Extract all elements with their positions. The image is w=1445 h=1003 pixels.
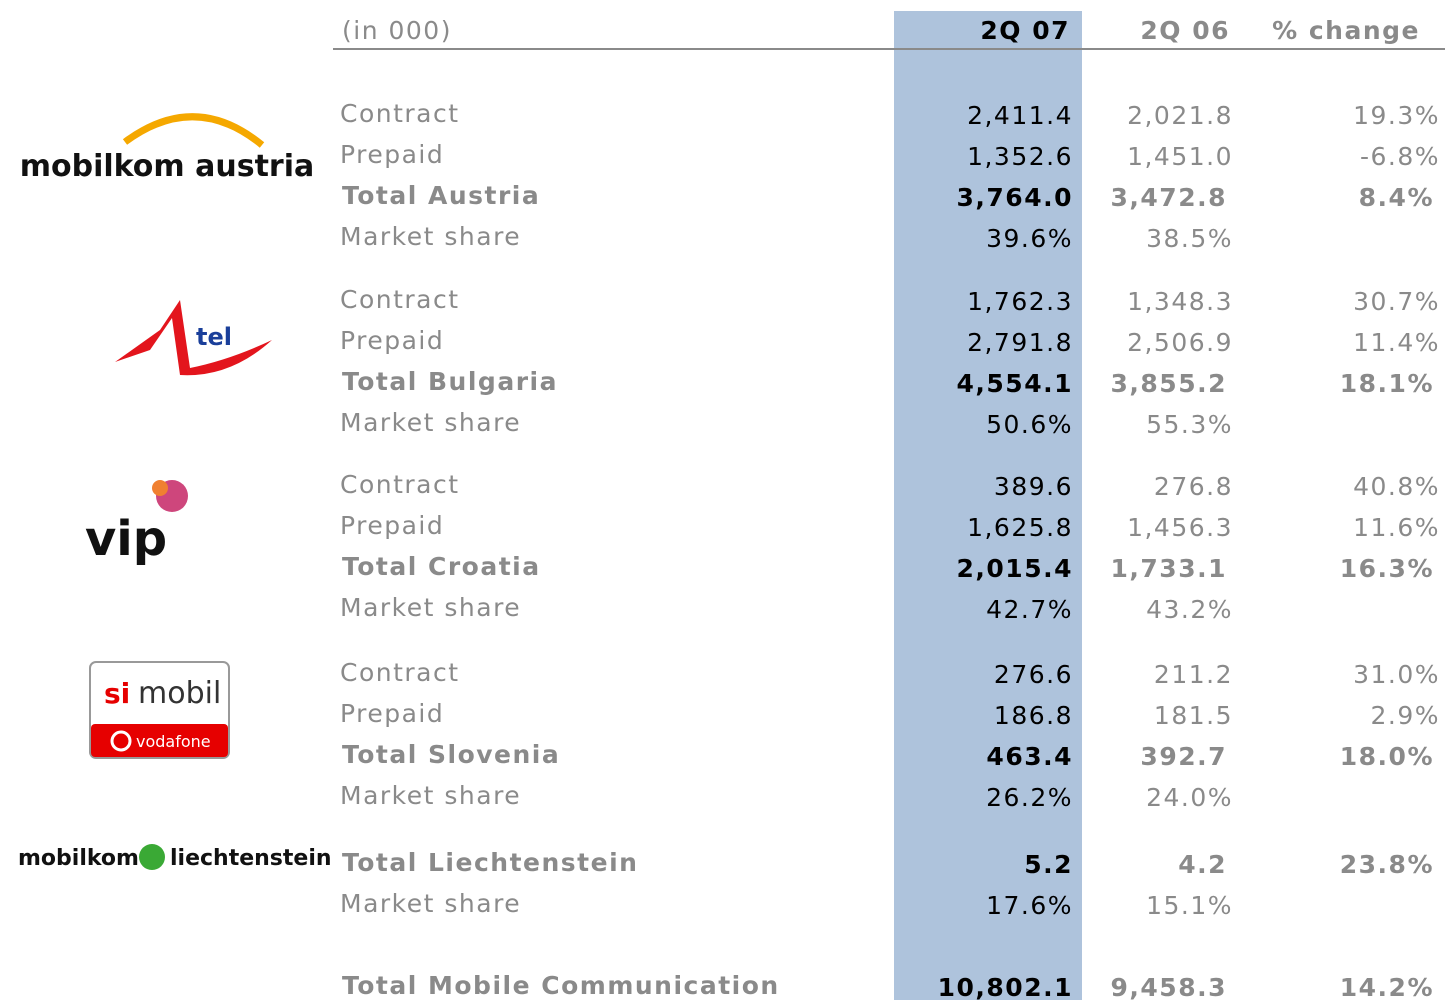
highlight-column [894, 11, 1082, 1000]
cell: 2,791.8 [967, 328, 1073, 357]
logo-shape [115, 300, 272, 376]
row-label: Contract [340, 285, 460, 314]
cell: 181.5 [1153, 701, 1233, 730]
logo-text: tel [196, 323, 232, 351]
logo-text: vodafone [136, 732, 211, 751]
cell: 4,554.1 [956, 369, 1073, 398]
row-label: Total Austria [342, 181, 541, 210]
cell: 392.7 [1140, 742, 1227, 771]
cell: 11.6% [1353, 513, 1440, 542]
cell: 30.7% [1353, 287, 1440, 316]
cell: 18.1% [1339, 369, 1434, 398]
row-label: Market share [340, 593, 522, 622]
cell: 2,021.8 [1127, 101, 1233, 130]
cell: 43.2% [1146, 595, 1233, 624]
cell: 18.0% [1339, 742, 1434, 771]
cell: 42.7% [986, 595, 1073, 624]
cell: 4.2 [1178, 850, 1227, 879]
cell: 2,015.4 [956, 554, 1073, 583]
cell: 9,458.3 [1110, 973, 1227, 1002]
cell: 1,733.1 [1110, 554, 1227, 583]
cell: 24.0% [1146, 783, 1233, 812]
cell: 3,764.0 [956, 183, 1073, 212]
cell: 17.6% [986, 891, 1073, 920]
cell: 1,625.8 [967, 513, 1073, 542]
logo-dot [139, 844, 165, 870]
cell: 2,411.4 [967, 101, 1073, 130]
logo-arc [122, 113, 265, 148]
cell: 3,472.8 [1110, 183, 1227, 212]
row-label: Market share [340, 408, 522, 437]
logo-text: si [104, 677, 130, 710]
column-header: 2Q 07 [980, 16, 1070, 45]
row-label: Total Mobile Communication [342, 971, 780, 1000]
cell: 10,802.1 [937, 973, 1073, 1002]
cell: 276.8 [1153, 472, 1233, 501]
row-label: Prepaid [340, 326, 445, 355]
cell: 389.6 [993, 472, 1073, 501]
row-label: Market share [340, 889, 522, 918]
logo-circle [110, 730, 132, 752]
cell: 11.4% [1353, 328, 1440, 357]
row-label: Contract [340, 470, 460, 499]
cell: 186.8 [993, 701, 1073, 730]
cell: 16.3% [1339, 554, 1434, 583]
row-label: Prepaid [340, 140, 445, 169]
logo-dot [152, 480, 168, 496]
logo-text: mobil [138, 676, 221, 711]
cell: 39.6% [986, 224, 1073, 253]
column-header: 2Q 06 [1140, 16, 1230, 45]
row-label: Market share [340, 781, 522, 810]
cell: 5.2 [1024, 850, 1073, 879]
cell: 1,456.3 [1127, 513, 1233, 542]
row-label: Total Bulgaria [342, 367, 558, 396]
row-label: Prepaid [340, 511, 445, 540]
logo-text: vip [85, 511, 167, 567]
cell: 14.2% [1339, 973, 1434, 1002]
cell: 38.5% [1146, 224, 1233, 253]
cell: 26.2% [986, 783, 1073, 812]
cell: 2,506.9 [1127, 328, 1233, 357]
cell: 2.9% [1370, 701, 1440, 730]
cell: 1,762.3 [967, 287, 1073, 316]
logo-text: liechtenstein [170, 846, 332, 871]
cell: 463.4 [986, 742, 1073, 771]
logo-text: mobilkom austria [20, 149, 315, 184]
row-label: Total Liechtenstein [342, 848, 639, 877]
cell: 276.6 [993, 660, 1073, 689]
cell: 1,348.3 [1127, 287, 1233, 316]
row-label: Total Slovenia [342, 740, 561, 769]
row-label: Contract [340, 99, 460, 128]
cell: 40.8% [1353, 472, 1440, 501]
row-label: Market share [340, 222, 522, 251]
cell: 3,855.2 [1110, 369, 1227, 398]
cell: 19.3% [1353, 101, 1440, 130]
cell: 23.8% [1339, 850, 1434, 879]
cell: 50.6% [986, 410, 1073, 439]
cell: 15.1% [1146, 891, 1233, 920]
logo-text: mobilkom [18, 846, 139, 871]
cell: 31.0% [1353, 660, 1440, 689]
unit-label: (in 000) [342, 16, 452, 45]
cell: 1,451.0 [1127, 142, 1233, 171]
cell: 8.4% [1358, 183, 1434, 212]
cell: 1,352.6 [967, 142, 1073, 171]
row-label: Contract [340, 658, 460, 687]
cell: 55.3% [1146, 410, 1233, 439]
row-label: Total Croatia [342, 552, 541, 581]
cell: 211.2 [1153, 660, 1233, 689]
column-header: % change [1272, 16, 1420, 45]
logos: mobilkom austria M tel vip si mobil voda… [18, 113, 332, 871]
header-rule [333, 48, 1445, 50]
cell: -6.8% [1359, 142, 1440, 171]
row-label: Prepaid [340, 699, 445, 728]
